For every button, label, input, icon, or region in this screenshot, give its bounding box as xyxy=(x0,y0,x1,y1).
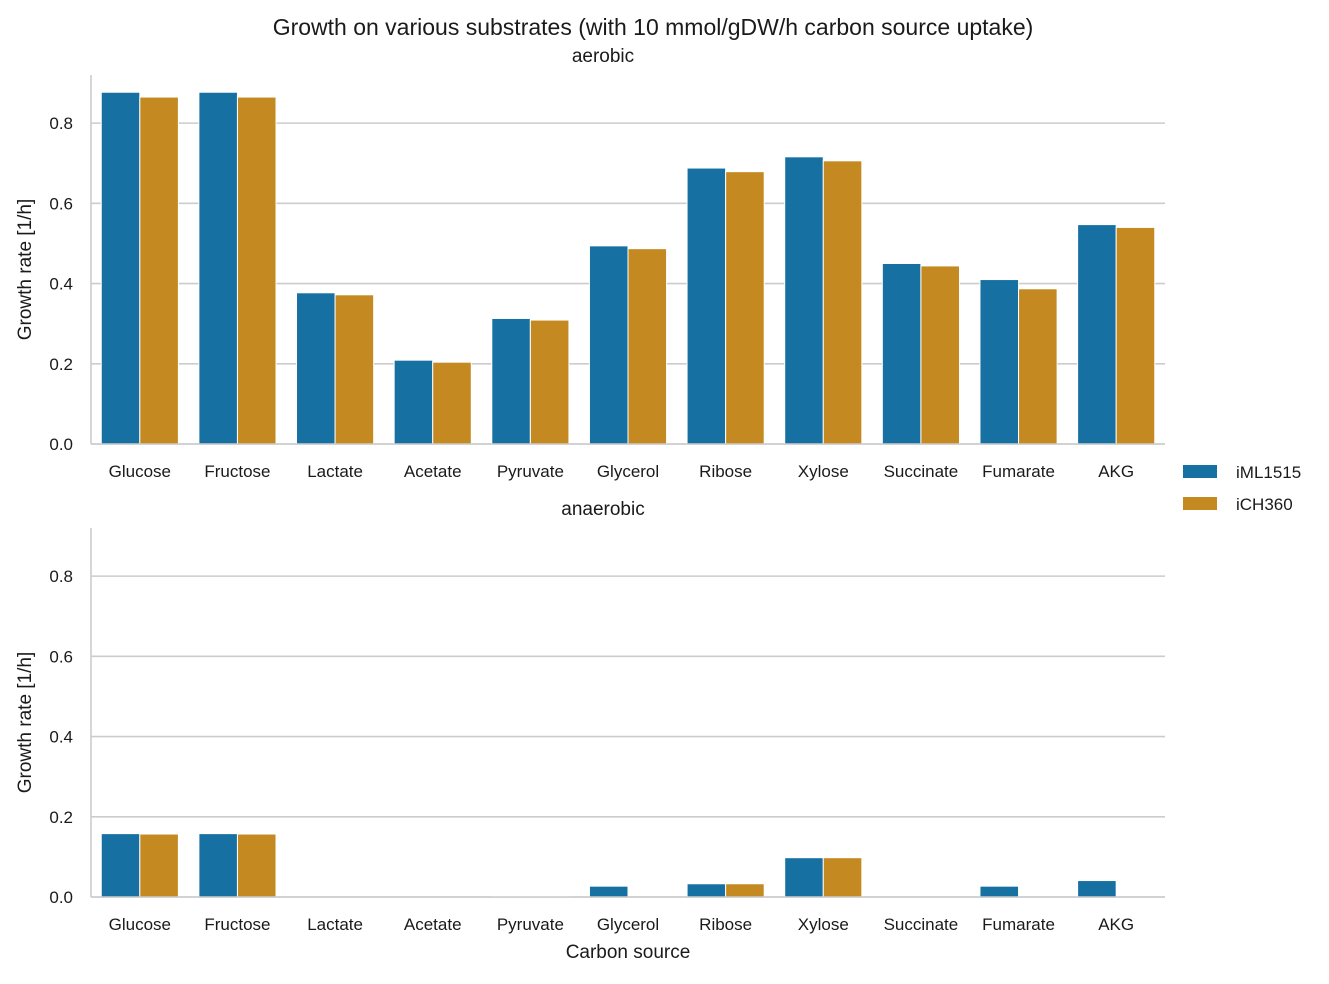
x-tick-label: Glycerol xyxy=(597,915,659,934)
y-tick-label: 0.4 xyxy=(49,728,73,747)
x-axis-label: Carbon source xyxy=(566,942,691,963)
bar-iCH360-Fructose xyxy=(236,96,277,445)
chart-title: Growth on various substrates (with 10 mm… xyxy=(273,14,1034,40)
x-tick-label: Xylose xyxy=(798,462,849,481)
bar-iCH360-AKG xyxy=(1115,226,1156,445)
bar-iML1515-Ribose xyxy=(686,167,727,445)
panel-anaerobic: anaerobic 0.0 0.2 0.4 0.6 0.8 Glucose Fructose L… xyxy=(15,499,1165,934)
x-tick-label: Succinate xyxy=(884,915,959,934)
bar-iML1515-Glucose xyxy=(100,833,141,898)
panel-title-aerobic: aerobic xyxy=(572,46,634,67)
bar-iML1515-Lactate xyxy=(296,292,336,445)
x-tick-label: Fructose xyxy=(204,915,270,934)
bar-iML1515-Pyruvate xyxy=(491,317,531,445)
y-tick-label: 0.8 xyxy=(49,567,73,586)
legend: iML1515 iCH360 xyxy=(1183,463,1301,514)
y-tick-label: 0.0 xyxy=(49,435,73,454)
bar-iCH360-Lactate xyxy=(334,294,375,445)
x-tick-label: Lactate xyxy=(307,915,363,934)
y-tick-label: 0.2 xyxy=(49,355,73,374)
bar-iCH360-Pyruvate xyxy=(529,319,570,445)
bar-iML1515-Fructose xyxy=(198,833,238,898)
panel-aerobic: aerobic 0.0 0.2 0.4 0.6 0.8 Glucose Fructose Lac… xyxy=(15,46,1165,481)
x-tick-label: Fumarate xyxy=(982,915,1055,934)
bar-iML1515-Fumarate xyxy=(979,885,1020,898)
x-tick-label: Acetate xyxy=(404,915,462,934)
x-tick-label: Lactate xyxy=(307,462,363,481)
bar-iCH360-Glucose xyxy=(139,96,179,445)
x-tick-label: AKG xyxy=(1098,915,1134,934)
legend-label-iML1515: iML1515 xyxy=(1236,463,1301,482)
bar-iCH360-Succinate xyxy=(920,265,960,445)
x-tick-label: Acetate xyxy=(404,462,462,481)
bar-iML1515-AKG xyxy=(1077,224,1117,445)
bar-iML1515-Acetate xyxy=(393,359,434,445)
bar-iCH360-Fumarate xyxy=(1018,288,1058,445)
bar-iCH360-Xylose xyxy=(822,160,863,445)
bar-iML1515-AKG xyxy=(1077,880,1117,898)
bar-iML1515-Glycerol xyxy=(588,245,629,445)
bar-iCH360-Ribose xyxy=(725,883,765,898)
bar-iCH360-Glycerol xyxy=(627,248,668,445)
y-tick-label: 0.8 xyxy=(49,114,73,133)
x-tick-label: Glucose xyxy=(109,915,171,934)
bar-iCH360-Xylose xyxy=(822,857,863,898)
bar-iML1515-Xylose xyxy=(784,156,824,445)
x-tick-label: Ribose xyxy=(699,915,752,934)
x-tick-label: Pyruvate xyxy=(497,462,564,481)
bar-iML1515-Ribose xyxy=(686,883,727,898)
bar-iML1515-Fructose xyxy=(198,91,238,445)
y-tick-label: 0.6 xyxy=(49,647,73,666)
x-tick-label: Xylose xyxy=(798,915,849,934)
legend-swatch-iCH360 xyxy=(1183,497,1217,510)
x-tick-label: Fumarate xyxy=(982,462,1055,481)
panel-title-anaerobic: anaerobic xyxy=(561,499,644,520)
y-axis-label: Growth rate [1/h] xyxy=(15,652,36,794)
bar-iCH360-Glucose xyxy=(139,833,179,898)
y-tick-label: 0.4 xyxy=(49,275,73,294)
y-axis-label: Growth rate [1/h] xyxy=(15,199,36,341)
x-tick-label: Succinate xyxy=(884,462,959,481)
bar-iML1515-Glucose xyxy=(100,91,141,445)
legend-swatch-iML1515 xyxy=(1183,465,1217,478)
x-tick-label: Glycerol xyxy=(597,462,659,481)
bar-iML1515-Glycerol xyxy=(588,885,629,898)
x-tick-label: Fructose xyxy=(204,462,270,481)
y-tick-label: 0.6 xyxy=(49,194,73,213)
x-tick-label: AKG xyxy=(1098,462,1134,481)
x-tick-label: Glucose xyxy=(109,462,171,481)
bar-iCH360-Fructose xyxy=(236,833,277,898)
bar-iML1515-Xylose xyxy=(784,857,824,898)
x-tick-label: Pyruvate xyxy=(497,915,564,934)
legend-label-iCH360: iCH360 xyxy=(1236,495,1293,514)
y-tick-label: 0.2 xyxy=(49,808,73,827)
bar-iCH360-Acetate xyxy=(432,361,472,445)
bar-iML1515-Succinate xyxy=(881,263,922,445)
bar-iCH360-Ribose xyxy=(725,171,765,445)
x-tick-label: Ribose xyxy=(699,462,752,481)
bar-iML1515-Fumarate xyxy=(979,279,1020,445)
y-tick-label: 0.0 xyxy=(49,888,73,907)
